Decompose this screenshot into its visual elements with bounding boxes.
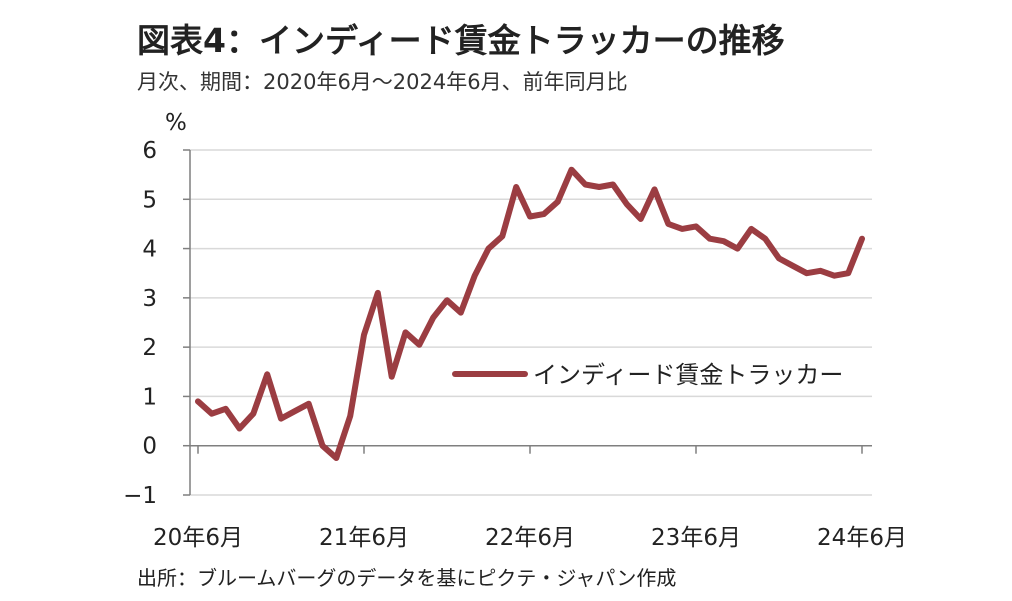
y-tick-labels: 6 5 4 3 2 1 0 −1 <box>123 138 157 509</box>
x-tick-label: 21年6月 <box>319 525 409 551</box>
series-line <box>195 166 865 461</box>
x-tick-label: 24年6月 <box>817 525 907 551</box>
y-tick-label: 5 <box>142 187 157 213</box>
y-tick-label: 4 <box>142 237 157 263</box>
y-axis-unit-label: % <box>165 110 187 136</box>
y-tick-label: 3 <box>142 286 157 312</box>
y-tick-label: −1 <box>123 483 157 509</box>
x-tick-label: 20年6月 <box>153 525 243 551</box>
x-tick-label: 23年6月 <box>651 525 741 551</box>
axes <box>183 149 872 496</box>
chart-title: 図表4：インディード賃金トラッカーの推移 <box>137 21 785 60</box>
chart-subtitle: 月次、期間：2020年6月～2024年6月、前年同月比 <box>137 70 628 94</box>
y-tick-label: 1 <box>142 384 157 410</box>
source-note: 出所：ブルームバーグのデータを基にピクテ・ジャパン作成 <box>137 566 677 590</box>
x-tick-labels: 20年6月 21年6月 22年6月 23年6月 24年6月 <box>153 525 907 551</box>
series <box>195 166 865 461</box>
legend: インディード賃金トラッカー <box>452 361 843 389</box>
legend-label: インディード賃金トラッカー <box>533 361 843 389</box>
gridlines <box>190 149 872 496</box>
x-tick-label: 22年6月 <box>485 525 575 551</box>
y-tick-label: 2 <box>142 335 157 361</box>
y-tick-label: 6 <box>142 138 157 164</box>
y-tick-label: 0 <box>142 434 157 460</box>
